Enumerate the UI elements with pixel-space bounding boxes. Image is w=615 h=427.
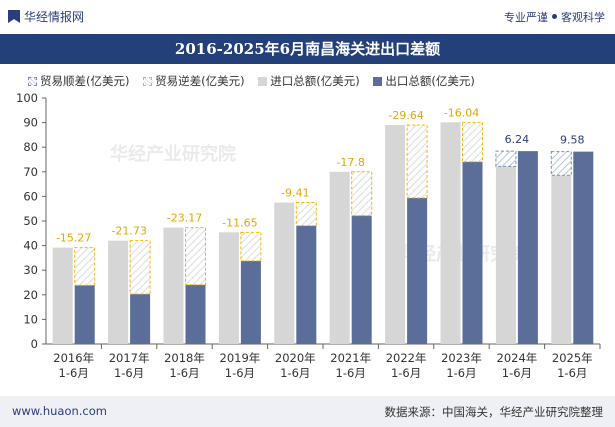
brand-name: 华经情报网 [24, 10, 85, 24]
y-tick-label: 50 [23, 214, 38, 228]
import-bar [329, 171, 350, 344]
y-tick-label: 100 [16, 91, 38, 105]
deficit-bar [185, 227, 206, 286]
import-bar [440, 122, 461, 344]
export-bar [573, 151, 594, 344]
x-tick-label: 2019年 [220, 351, 261, 365]
brand-logo-icon [8, 10, 20, 23]
x-tick-label: 2024年 [497, 351, 538, 365]
tagline-left: 专业严谨 [504, 11, 548, 24]
balance-label: -16.04 [444, 106, 479, 119]
export-bar [185, 284, 206, 344]
legend-deficit: 贸易逆差(亿美元) [143, 74, 245, 88]
y-tick-label: 60 [23, 189, 38, 203]
y-tick-label: 80 [23, 140, 38, 154]
import-bar [274, 202, 295, 344]
x-tick-label: 2022年 [386, 351, 427, 365]
x-tick-label: 2020年 [275, 351, 316, 365]
balance-label: -15.27 [56, 232, 91, 245]
balance-label: 6.24 [505, 133, 530, 146]
legend-deficit-label: 贸易逆差(亿美元) [155, 74, 245, 88]
y-tick-label: 20 [23, 288, 38, 302]
balance-label: -21.73 [111, 225, 146, 238]
import-bar [108, 240, 129, 344]
legend-export-label: 出口总额(亿美元) [385, 74, 475, 88]
x-tick-label: 2017年 [109, 351, 150, 365]
legend-surplus: 贸易顺差(亿美元) [28, 74, 129, 88]
legend-surplus-swatch [28, 77, 37, 86]
x-tick-label: 1-6月 [391, 366, 421, 380]
legend-deficit-swatch [143, 77, 153, 86]
balance-label: -11.65 [222, 216, 257, 229]
x-tick-label: 1-6月 [225, 366, 255, 380]
brand: 华经情报网 [8, 8, 84, 25]
x-tick-label: 1-6月 [446, 366, 476, 380]
y-tick-label: 70 [23, 165, 38, 179]
import-bar [163, 227, 184, 344]
y-tick-label: 0 [31, 337, 38, 351]
export-bar [407, 197, 428, 344]
x-tick-label: 1-6月 [59, 366, 89, 380]
tagline: 专业严谨 客观科学 [504, 9, 605, 25]
legend-import-swatch [258, 77, 268, 86]
footer-source: 数据来源：中国海关，华经产业研究院整理 [384, 405, 604, 419]
legend-import-label: 进口总额(亿美元) [270, 74, 360, 88]
tagline-right: 客观科学 [561, 11, 605, 24]
x-tick-label: 1-6月 [502, 366, 532, 380]
import-bar [495, 166, 516, 344]
legend-surplus-label: 贸易顺差(亿美元) [40, 74, 130, 88]
export-bar [462, 161, 483, 344]
chart-title: 2016-2025年6月南昌海关进出口差额 [0, 34, 615, 64]
balance-label: -29.64 [388, 109, 423, 122]
export-bar [296, 225, 317, 344]
y-tick-label: 10 [23, 312, 38, 326]
x-tick-label: 1-6月 [280, 366, 310, 380]
surplus-bar [550, 151, 572, 176]
import-bar [551, 175, 572, 344]
deficit-bar [351, 171, 373, 217]
export-bar [240, 260, 261, 344]
x-tick-label: 2016年 [53, 351, 94, 365]
top-bar: 华经情报网 专业严谨 客观科学 [0, 0, 615, 34]
footer-url[interactable]: www.huaon.com [12, 404, 107, 418]
chart-plot: 01020304050607080901002016年1-6月2017年1-6月… [16, 91, 601, 380]
export-bar [351, 215, 372, 344]
balance-label: -9.41 [281, 187, 309, 200]
y-tick-label: 30 [23, 263, 38, 277]
balance-label: -23.17 [167, 212, 202, 225]
legend-import: 进口总额(亿美元) [258, 74, 360, 88]
x-tick-label: 2025年 [552, 351, 593, 365]
balance-label: -17.8 [336, 156, 364, 169]
deficit-bar [295, 202, 317, 227]
export-bar [130, 294, 151, 344]
y-tick-label: 40 [23, 239, 38, 253]
dot-icon [552, 14, 557, 19]
import-bar [385, 125, 406, 344]
deficit-bar [406, 124, 428, 199]
deficit-bar [129, 240, 151, 295]
x-tick-label: 2023年 [441, 351, 482, 365]
x-tick-label: 1-6月 [169, 366, 199, 380]
legend-export-swatch [373, 77, 383, 86]
surplus-bar [495, 150, 517, 167]
export-bar [74, 285, 95, 344]
export-bar [517, 151, 538, 344]
y-tick-label: 90 [23, 116, 38, 130]
x-tick-label: 1-6月 [114, 366, 144, 380]
balance-label: 9.58 [560, 134, 585, 147]
x-tick-label: 2021年 [330, 351, 371, 365]
x-tick-label: 1-6月 [336, 366, 366, 380]
x-tick-label: 2018年 [164, 351, 205, 365]
watermark: 华经产业研究院 [110, 144, 236, 165]
import-bar [52, 247, 73, 344]
footer: www.huaon.com 数据来源：中国海关，华经产业研究院整理 [0, 396, 615, 427]
import-bar [218, 232, 239, 344]
legend-export: 出口总额(亿美元) [373, 74, 475, 88]
deficit-bar [240, 231, 262, 262]
deficit-bar [462, 121, 483, 163]
deficit-bar [74, 247, 96, 286]
chart-legend: 贸易顺差(亿美元) 贸易逆差(亿美元) 进口总额(亿美元) 出口总额(亿美元) [28, 73, 485, 89]
x-tick-label: 1-6月 [557, 366, 587, 380]
